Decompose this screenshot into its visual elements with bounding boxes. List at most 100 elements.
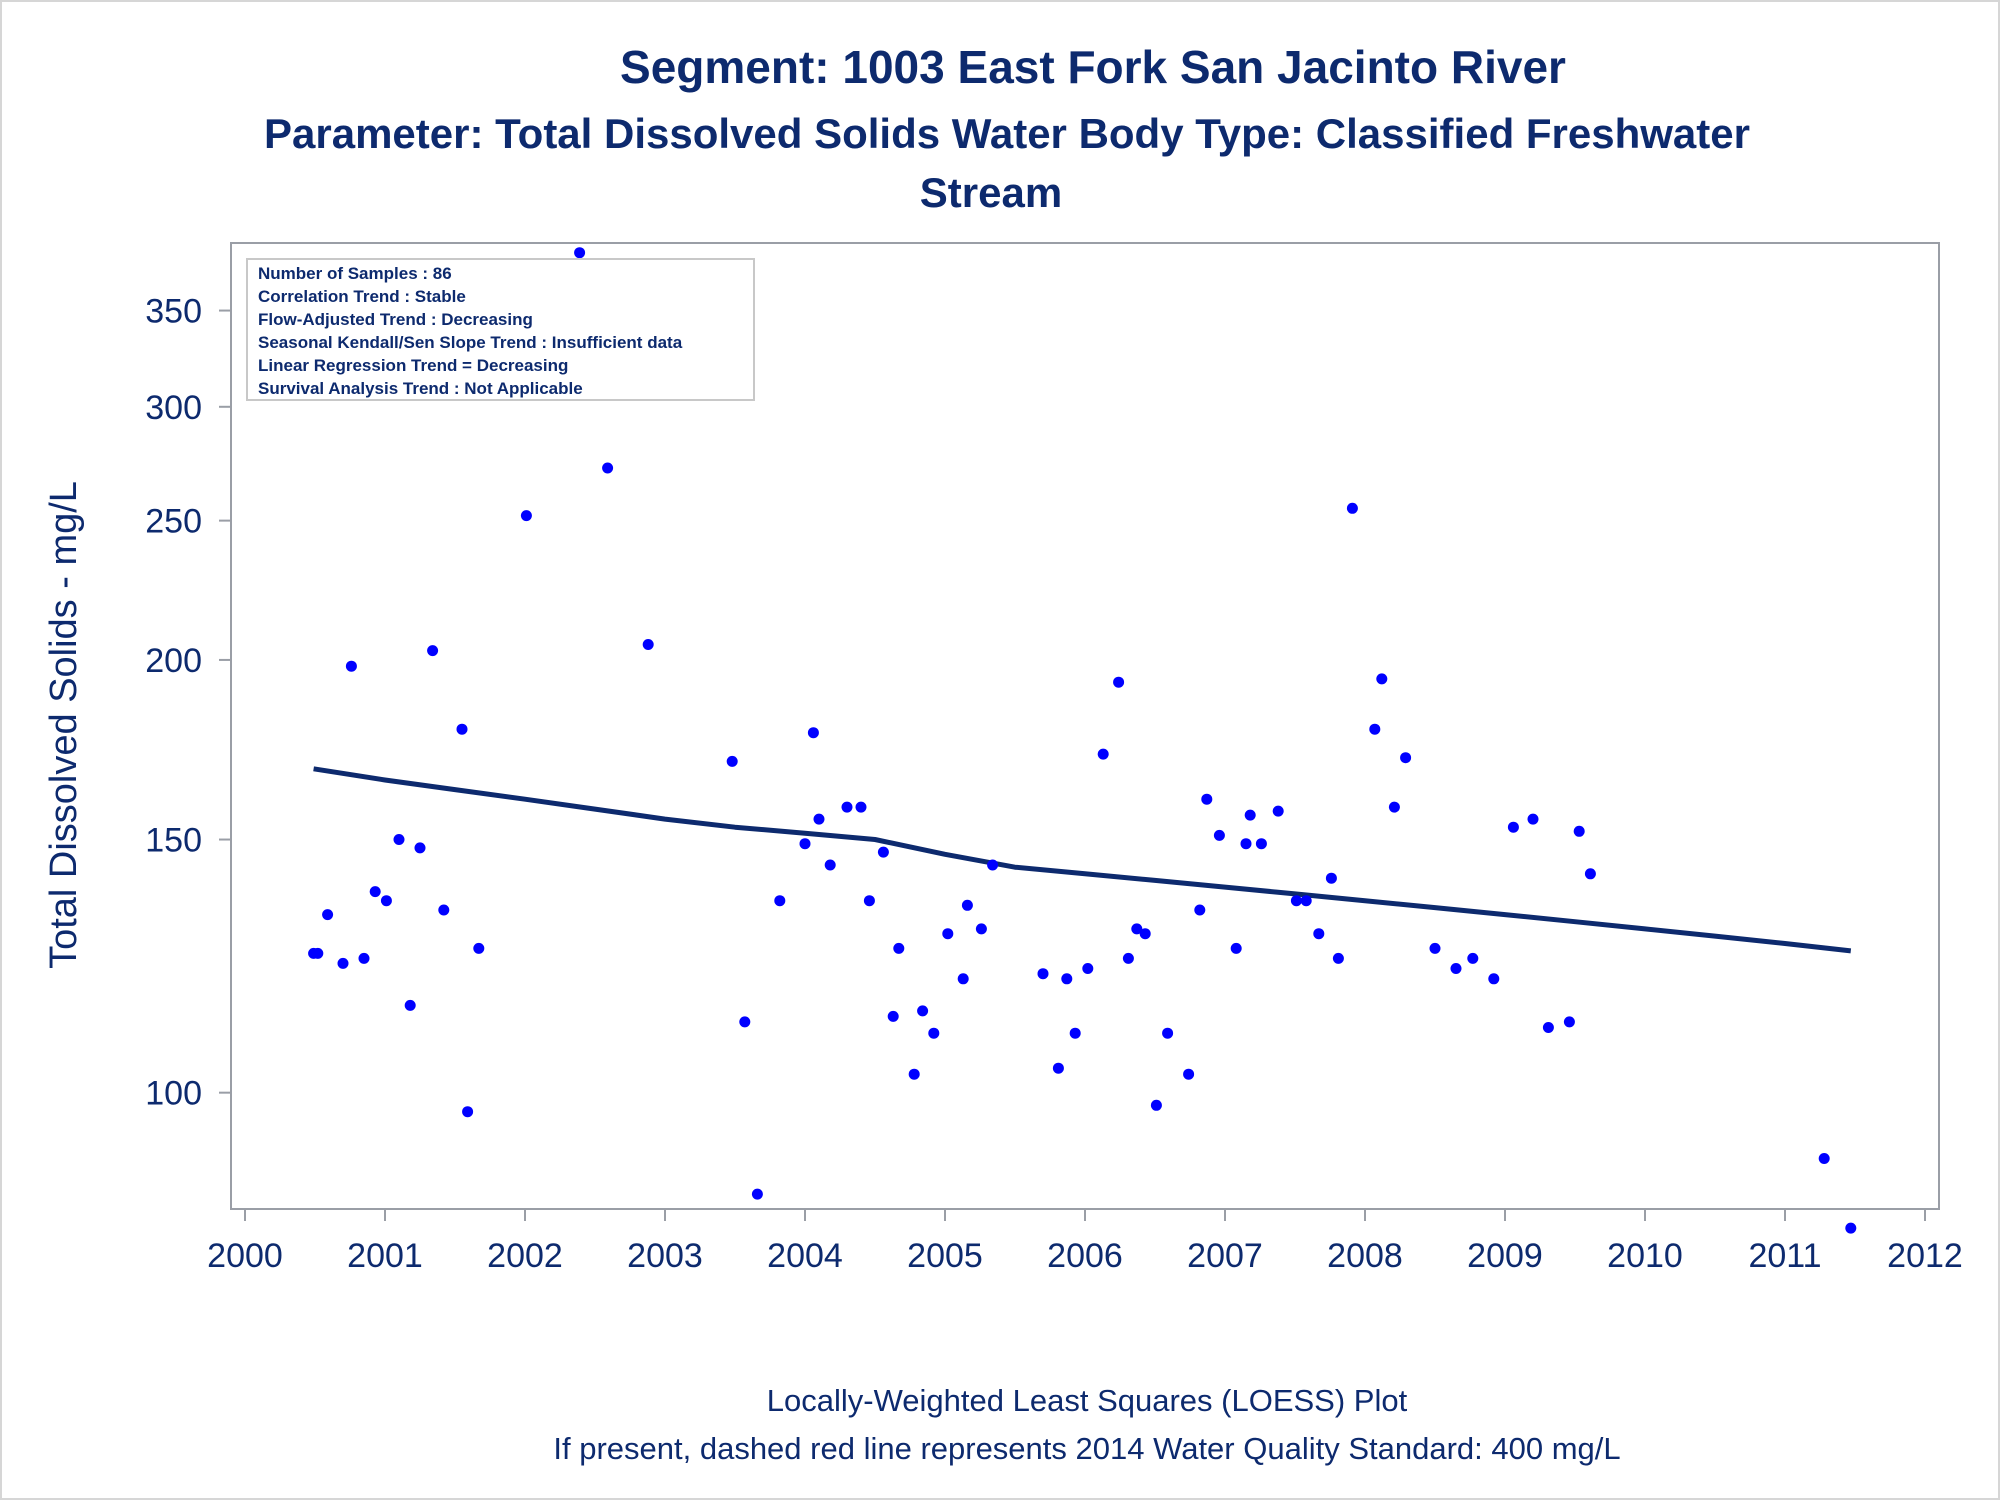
y-tick-label: 200 — [145, 642, 202, 680]
data-point — [1388, 801, 1400, 813]
chart-subtitle-line2: Stream — [920, 169, 1062, 216]
data-point — [1272, 805, 1284, 817]
data-point — [1183, 1068, 1195, 1080]
x-tick-label: 2003 — [627, 1237, 703, 1275]
data-point — [1376, 673, 1388, 685]
data-point — [462, 1106, 474, 1118]
data-point — [942, 928, 954, 940]
data-point — [312, 947, 324, 959]
data-point — [975, 923, 987, 935]
data-point — [1061, 973, 1073, 985]
data-point — [987, 859, 999, 871]
data-point — [751, 1188, 763, 1200]
data-point — [1313, 928, 1325, 940]
data-point — [1082, 963, 1094, 974]
data-point — [337, 957, 349, 969]
data-point — [1300, 895, 1312, 907]
data-point — [887, 1010, 899, 1022]
data-point — [1450, 963, 1462, 974]
loess-layer — [313, 766, 1852, 954]
chart-subtitle-line1: Parameter: Total Dissolved Solids Water … — [264, 110, 1750, 157]
data-point — [813, 813, 825, 825]
footnote-line2: If present, dashed red line represents 2… — [553, 1431, 1620, 1466]
data-point — [1845, 1222, 1857, 1234]
data-point — [961, 899, 973, 911]
data-point — [957, 973, 969, 985]
data-point — [1467, 952, 1479, 964]
data-point — [841, 801, 853, 813]
data-point — [877, 846, 889, 858]
y-tick-label: 350 — [145, 293, 202, 331]
data-point — [1131, 923, 1143, 935]
data-point — [1113, 676, 1125, 688]
data-point — [414, 842, 426, 854]
data-point — [1332, 952, 1344, 964]
y-tick-label: 300 — [145, 389, 202, 427]
data-point — [1097, 748, 1109, 760]
x-tick-label: 2000 — [207, 1237, 283, 1275]
y-axis-label: Total Dissolved Solids - mg/L — [43, 481, 85, 969]
stats-line: Flow-Adjusted Trend : Decreasing — [258, 310, 533, 329]
data-point — [1150, 1099, 1162, 1111]
data-point — [1162, 1027, 1174, 1039]
data-point — [863, 895, 875, 907]
x-axis: 2000 2001 2002 2003 2004 2005 2006 2007 2008 2009… — [207, 1209, 1963, 1275]
x-tick-label: 2002 — [487, 1237, 563, 1275]
x-tick-label: 2012 — [1887, 1237, 1963, 1275]
data-point — [574, 247, 586, 259]
stats-box: Number of Samples : 86 Correlation Trend … — [246, 258, 755, 401]
data-point — [855, 801, 867, 813]
data-point — [369, 886, 381, 898]
data-point — [1290, 895, 1302, 907]
stats-line: Linear Regression Trend = Decreasing — [258, 356, 568, 375]
y-tick-label: 250 — [145, 503, 202, 541]
data-point — [893, 942, 905, 954]
data-point — [1194, 904, 1206, 916]
data-point — [739, 1016, 751, 1028]
data-point — [807, 727, 819, 739]
data-point — [1429, 942, 1441, 954]
data-point — [473, 942, 485, 954]
data-point — [1069, 1027, 1081, 1039]
data-point — [602, 462, 614, 474]
stats-line: Survival Analysis Trend : Not Applicable — [258, 379, 583, 398]
plot-area — [230, 242, 1940, 1210]
data-point — [427, 645, 439, 657]
x-tick-label: 2007 — [1187, 1237, 1263, 1275]
y-axis: 100 150 200 250 300 350 — [145, 293, 231, 1113]
x-tick-label: 2004 — [767, 1237, 843, 1275]
data-point — [1052, 1062, 1064, 1074]
x-tick-label: 2008 — [1327, 1237, 1403, 1275]
data-point — [1230, 942, 1242, 954]
x-tick-label: 2010 — [1607, 1237, 1683, 1275]
data-point — [1563, 1016, 1575, 1028]
data-point — [1037, 968, 1049, 980]
stats-line: Seasonal Kendall/Sen Slope Trend : Insuf… — [258, 333, 683, 352]
data-point — [1542, 1022, 1554, 1033]
x-tick-label: 2006 — [1047, 1237, 1123, 1275]
data-point — [1255, 838, 1267, 850]
data-point — [642, 639, 654, 650]
data-point — [456, 723, 468, 735]
data-point — [438, 904, 450, 916]
x-tick-label: 2011 — [1748, 1237, 1821, 1275]
data-point — [1244, 809, 1256, 821]
data-point — [1122, 952, 1134, 964]
points-layer — [308, 247, 1857, 1234]
y-tick-label: 100 — [145, 1075, 202, 1113]
data-point — [1527, 813, 1539, 825]
stats-box-border — [246, 258, 755, 401]
data-point — [1818, 1153, 1830, 1164]
data-point — [345, 660, 357, 672]
data-point — [1400, 752, 1412, 764]
data-point — [1213, 829, 1225, 841]
stats-line: Correlation Trend : Stable — [258, 287, 466, 306]
data-point — [1201, 793, 1213, 805]
x-tick-label: 2001 — [347, 1237, 423, 1275]
data-point — [1573, 825, 1585, 837]
data-point — [824, 859, 836, 871]
data-point — [1488, 973, 1500, 985]
data-point — [774, 895, 786, 907]
